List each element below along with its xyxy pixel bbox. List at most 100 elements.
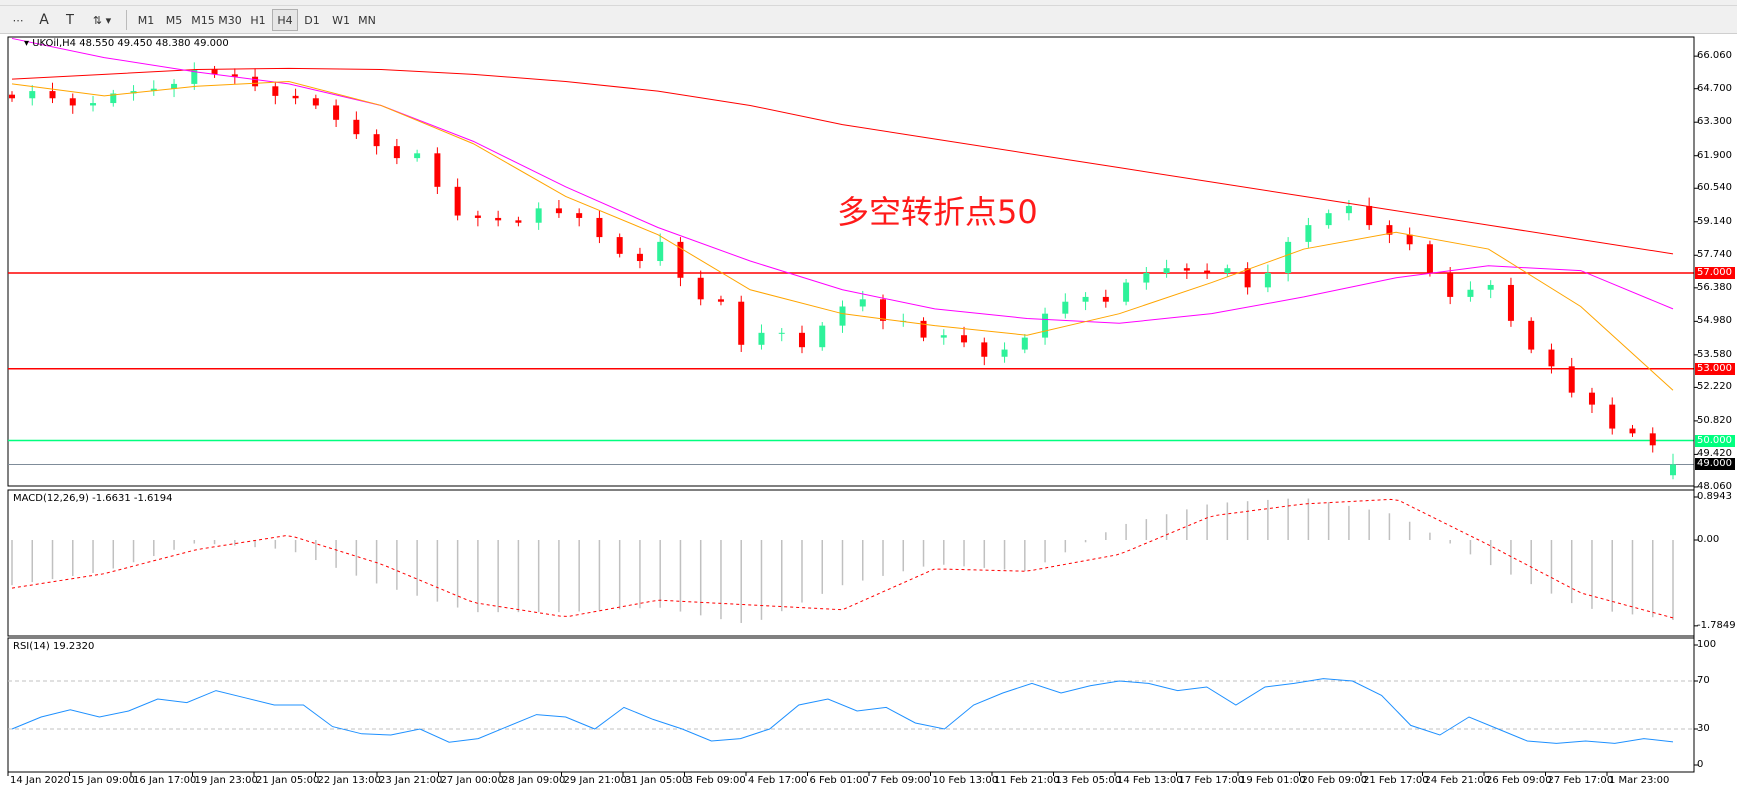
candle-body xyxy=(778,332,785,334)
candle-body xyxy=(880,299,887,321)
price-tick-label: 66.060 xyxy=(1697,50,1732,62)
candle-body xyxy=(717,299,724,302)
candle-body xyxy=(1609,404,1616,429)
candle xyxy=(1204,263,1211,279)
candle xyxy=(1123,278,1130,306)
candle-body xyxy=(1143,272,1150,283)
arrows-icon[interactable]: ⇅ ▾ xyxy=(92,13,112,27)
timeframe-m1[interactable]: M1 xyxy=(137,13,155,27)
timeframe-m15[interactable]: M15 xyxy=(191,13,215,27)
time-tick-label: 1 Mar 23:00 xyxy=(1609,775,1670,786)
candle xyxy=(414,149,421,162)
time-tick-label: 20 Feb 09:00 xyxy=(1301,775,1368,786)
candle-body xyxy=(1244,268,1251,288)
candle-body xyxy=(1629,428,1636,434)
candle-body xyxy=(292,95,299,99)
candle xyxy=(353,111,360,139)
period-separators-icon[interactable]: ⋯ xyxy=(12,13,24,27)
time-tick-label: 23 Jan 21:00 xyxy=(379,775,443,786)
candle xyxy=(1568,357,1575,398)
timeframe-m5[interactable]: M5 xyxy=(165,13,183,27)
candle xyxy=(1163,259,1170,278)
macd-tick-label: -1.7849 xyxy=(1697,619,1736,631)
candle-body xyxy=(1649,433,1656,446)
candle-body xyxy=(1082,296,1089,302)
candle-body xyxy=(312,98,319,106)
candle-body xyxy=(839,306,846,326)
candle-body xyxy=(1163,268,1170,273)
candle-body xyxy=(69,98,76,106)
time-tick-label: 6 Feb 01:00 xyxy=(809,775,869,786)
candle xyxy=(373,129,380,155)
candle-body xyxy=(252,76,259,87)
candle xyxy=(49,82,56,104)
candle xyxy=(961,326,968,348)
timeframe-h4[interactable]: H4 xyxy=(272,9,298,31)
time-tick-label: 3 Feb 09:00 xyxy=(686,775,746,786)
candle xyxy=(920,317,927,342)
candle-body xyxy=(1426,244,1433,273)
candle-body xyxy=(961,335,968,343)
rsi-panel xyxy=(7,637,1695,773)
candle xyxy=(1244,262,1251,295)
timeframe-w1[interactable]: W1 xyxy=(332,13,350,27)
time-tick-label: 21 Jan 05:00 xyxy=(256,775,320,786)
candle xyxy=(1609,397,1616,435)
text-label-icon[interactable]: T xyxy=(66,12,74,28)
candle-body xyxy=(758,332,765,345)
candle xyxy=(474,210,481,227)
candle-body xyxy=(150,88,157,92)
time-tick-label: 15 Jan 09:00 xyxy=(71,775,135,786)
candle xyxy=(515,216,522,227)
time-tick-label: 27 Feb 17:00 xyxy=(1547,775,1614,786)
candle-body xyxy=(272,86,279,96)
ma-mid-line xyxy=(11,37,1674,324)
price-tick-label: 57.740 xyxy=(1697,249,1732,261)
candle-body xyxy=(1548,349,1555,367)
time-tick-label: 16 Jan 17:00 xyxy=(133,775,197,786)
candle xyxy=(1264,264,1271,293)
candle-body xyxy=(333,105,340,120)
candle-body xyxy=(171,83,178,89)
candle xyxy=(1649,427,1656,453)
macd-title: MACD(12,26,9) -1.6631 -1.6194 xyxy=(13,493,173,504)
candle-body xyxy=(1528,320,1535,350)
candle-body xyxy=(940,335,947,338)
time-tick-label: 4 Feb 17:00 xyxy=(748,775,808,786)
candle xyxy=(636,247,643,269)
candle xyxy=(778,328,785,342)
candle xyxy=(69,93,76,114)
candle xyxy=(717,295,724,306)
candle-body xyxy=(231,74,238,77)
timeframe-d1[interactable]: D1 xyxy=(304,13,320,27)
time-tick-label: 17 Feb 17:00 xyxy=(1178,775,1245,786)
price-tick-label: 56.380 xyxy=(1697,281,1732,293)
candle xyxy=(393,138,400,165)
macd-tick-label: 0.00 xyxy=(1697,534,1720,545)
candle xyxy=(1183,263,1190,279)
time-tick-label: 24 Feb 21:00 xyxy=(1424,775,1491,786)
timeframe-mn[interactable]: MN xyxy=(358,13,376,27)
candle xyxy=(738,295,745,352)
candle-body xyxy=(373,134,380,147)
separator xyxy=(126,10,127,30)
candle-body xyxy=(1102,296,1109,302)
candle-body xyxy=(535,208,542,223)
timeframe-h1[interactable]: H1 xyxy=(250,13,266,27)
candle xyxy=(1305,217,1312,248)
candle-body xyxy=(738,301,745,345)
price-tick-label: 52.220 xyxy=(1697,381,1732,393)
candle xyxy=(798,325,805,354)
candle-body xyxy=(414,153,421,159)
candle xyxy=(191,62,198,90)
candle-body xyxy=(981,342,988,357)
candle xyxy=(171,79,178,98)
text-icon[interactable]: A xyxy=(39,12,49,28)
candle xyxy=(1102,289,1109,308)
candle xyxy=(1548,343,1555,374)
timeframe-m30[interactable]: M30 xyxy=(218,13,242,27)
price-tick-label: 48.060 xyxy=(1697,480,1732,492)
annotation-text[interactable]: 多空转折点50 xyxy=(837,193,1038,231)
candle-body xyxy=(1123,282,1130,302)
